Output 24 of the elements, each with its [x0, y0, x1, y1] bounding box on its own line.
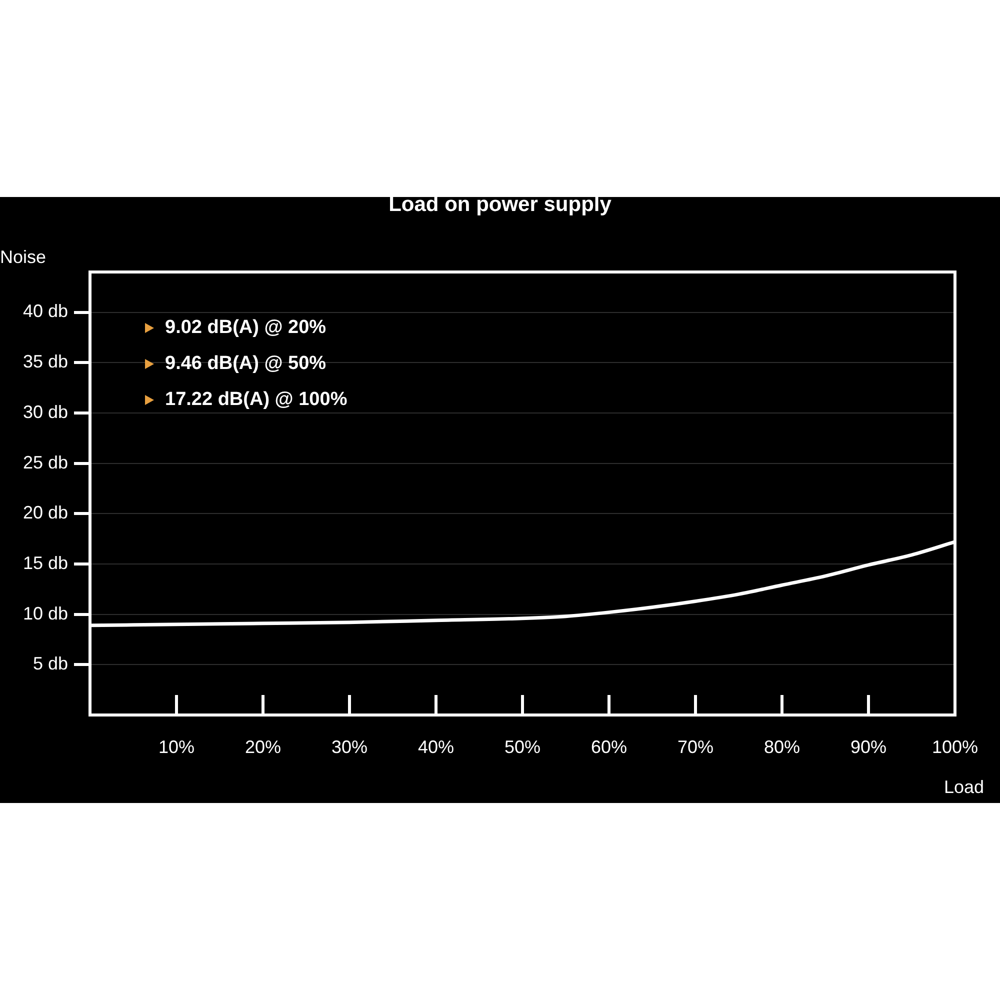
x-tick-label: 10%: [158, 736, 195, 757]
y-axis-title: Noise: [0, 247, 46, 268]
y-tick-label: 35 db: [22, 352, 68, 372]
annotation: 17.22 dB(A) @ 100%: [165, 389, 348, 411]
x-tick-label: 40%: [418, 736, 454, 757]
y-tick-label: 15 db: [22, 552, 68, 573]
x-tick-label: 90%: [850, 736, 886, 757]
y-tick-label: 5 db: [32, 654, 68, 674]
x-tick-label: 20%: [244, 736, 282, 757]
x-tick-label: 60%: [590, 736, 628, 757]
annotation: 9.46 dB(A) @ 50%: [165, 353, 326, 375]
chart-title: Load on power supply: [388, 193, 612, 217]
y-tick-label: 40 db: [22, 301, 68, 322]
x-tick-label: 70%: [677, 736, 714, 757]
x-tick-label: 50%: [504, 736, 541, 757]
x-tick-label: 100%: [932, 736, 978, 757]
x-tick-label: 30%: [331, 736, 368, 757]
y-tick-label: 30 db: [22, 402, 68, 422]
x-tick-label: 80%: [764, 736, 800, 757]
x-axis-title: Load: [944, 777, 984, 798]
annotation: 9.02 dB(A) @ 20%: [165, 317, 326, 339]
y-tick-label: 25 db: [22, 452, 68, 472]
y-tick-label: 20 db: [22, 502, 68, 523]
y-tick-label: 10 db: [22, 603, 68, 624]
